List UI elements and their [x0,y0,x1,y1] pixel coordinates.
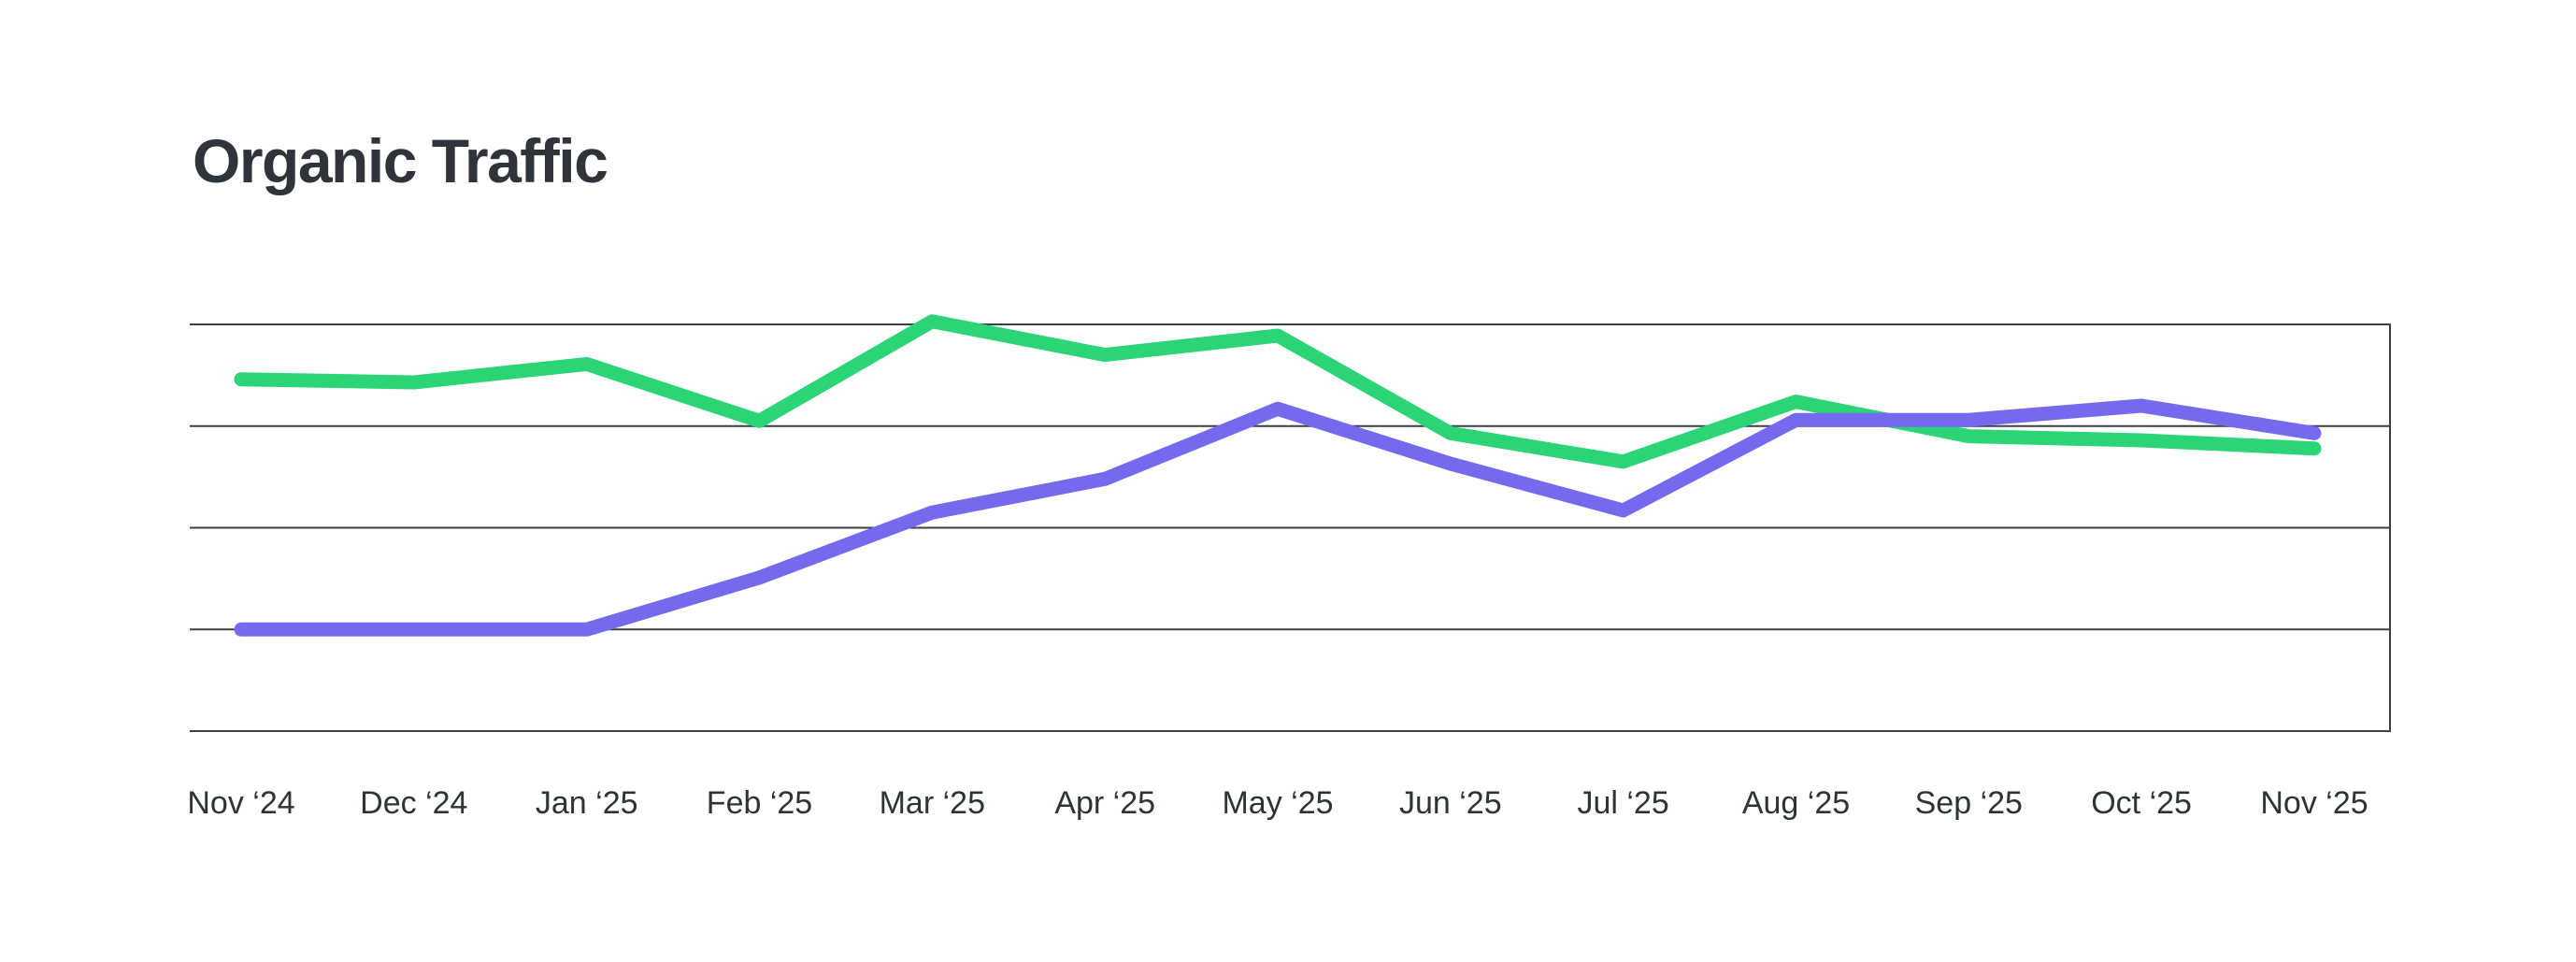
x-axis-label: Feb ‘25 [707,785,812,821]
purple-series-line [234,398,2322,637]
chart-title: Organic Traffic [193,126,608,195]
x-axis-label: Jul ‘25 [1577,785,1668,821]
x-axis-label: Nov ‘25 [2260,785,2368,821]
x-axis-label: Jun ‘25 [1399,785,1502,821]
x-axis-label: Aug ‘25 [1742,785,1850,821]
x-axis-label: Sep ‘25 [1915,785,2023,821]
x-axis-label: Apr ‘25 [1054,785,1155,821]
x-axis-label: Dec ‘24 [360,785,467,821]
x-axis-label: May ‘25 [1222,785,1333,821]
x-axis-label: Oct ‘25 [2091,785,2192,821]
x-axis-label: Jan ‘25 [536,785,638,821]
x-axis-label: Mar ‘25 [880,785,985,821]
x-axis-label: Nov ‘24 [187,785,294,821]
green-series-line [234,314,2322,469]
